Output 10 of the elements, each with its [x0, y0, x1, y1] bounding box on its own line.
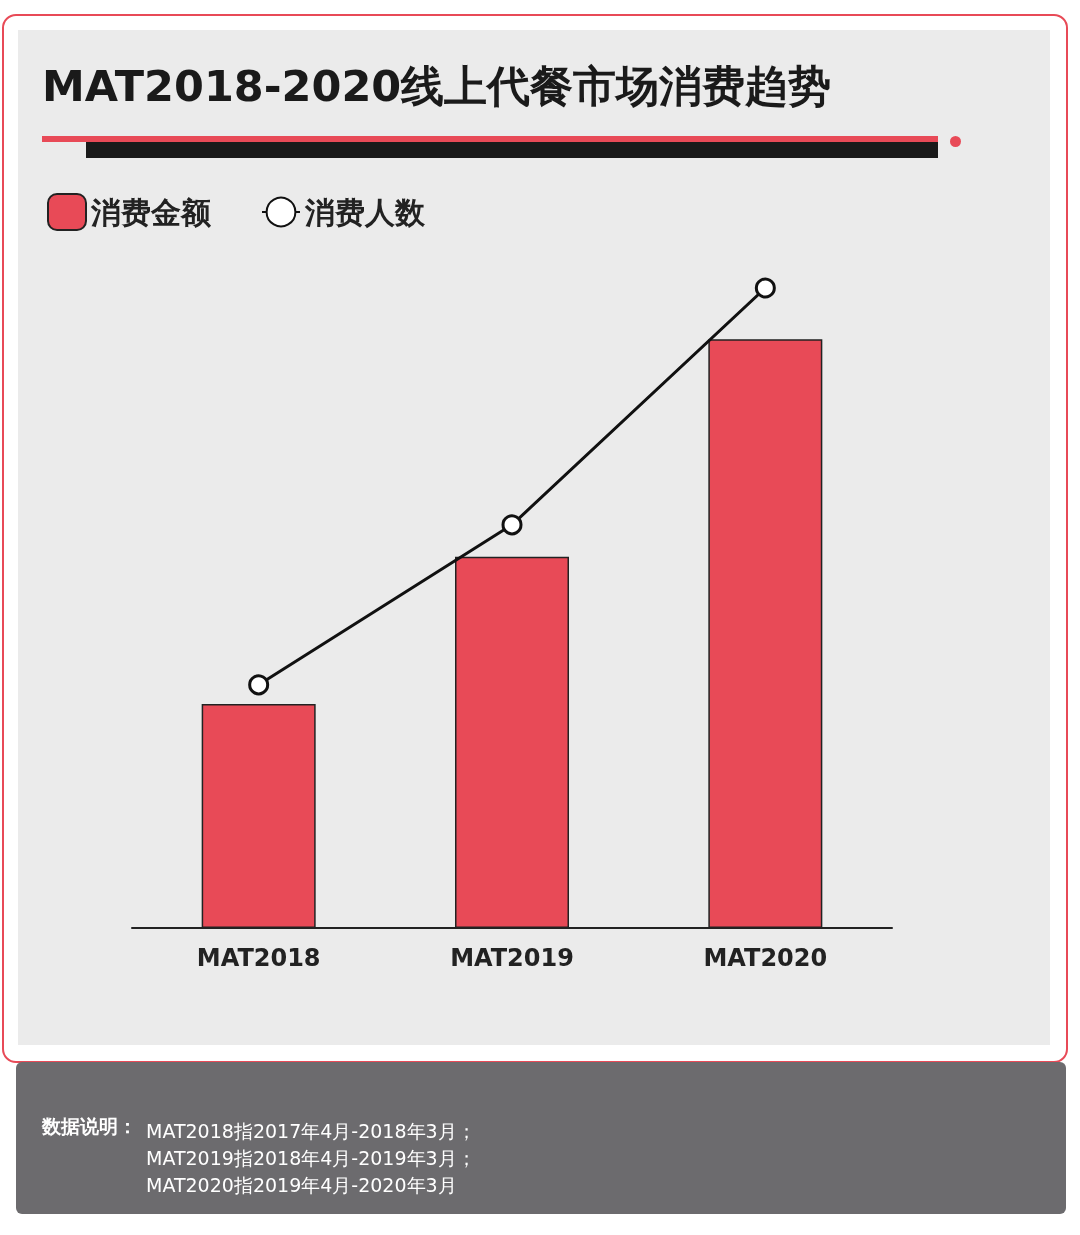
text: MAT2020指2019年4月-2020年3月 [146, 1173, 458, 1198]
legend-label: 消费人数 [304, 194, 426, 230]
text: 数据说明： [42, 1114, 137, 1139]
x-tick-label: MAT2019 [450, 944, 574, 972]
x-tick-label: MAT2018 [196, 944, 321, 972]
legend-label: 消费金额 [90, 194, 211, 230]
text: MAT2018指2017年4月-2018年3月； [146, 1119, 476, 1144]
text: MAT2019指2018年4月-2019年3月； [146, 1146, 476, 1171]
x-tick-label: MAT2020 [703, 944, 828, 972]
chart-title: MAT2018-2020线上代餐市场消费趋势 [42, 60, 832, 113]
